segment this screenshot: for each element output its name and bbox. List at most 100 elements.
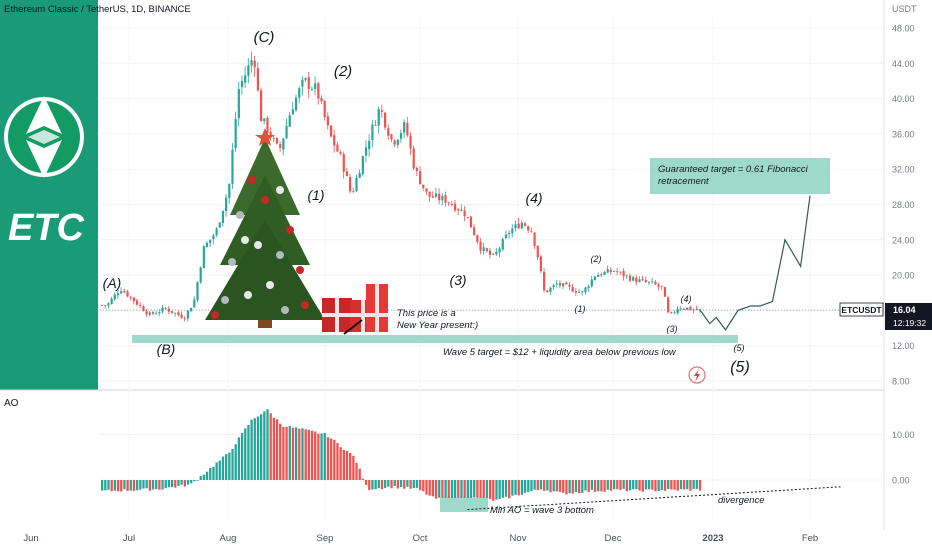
ao-bar <box>142 480 145 489</box>
candle-body <box>393 140 396 145</box>
ao-bar <box>428 480 431 496</box>
ao-bar <box>266 409 269 480</box>
ao-bar <box>161 480 164 490</box>
ao-bar <box>457 480 460 501</box>
ao-bar <box>177 480 180 486</box>
ao-bar <box>543 480 546 491</box>
logo-text: ETC <box>8 207 85 249</box>
wave-label-s5: (5) <box>734 343 745 353</box>
candle-body <box>333 135 336 146</box>
ao-bar <box>488 480 492 500</box>
ao-bars <box>101 409 702 502</box>
candle-body <box>501 239 504 250</box>
candle-body <box>511 228 514 234</box>
ao-bar <box>317 433 320 480</box>
ao-bar <box>364 480 368 485</box>
ao-panel-label: AO <box>4 398 19 409</box>
x-tick-label: Sep <box>317 533 334 544</box>
ao-bar <box>667 480 670 490</box>
ao-bar <box>593 480 597 492</box>
ao-bar <box>647 480 651 490</box>
candle-body <box>186 310 190 319</box>
candle-body <box>285 125 288 139</box>
candle-body <box>234 118 237 149</box>
ao-bar <box>625 480 628 492</box>
y-tick-label: 44.00 <box>892 59 915 69</box>
wave-label-w5: (5) <box>730 359 750 376</box>
candle-body <box>244 75 247 83</box>
logo-panel <box>0 0 98 390</box>
ao-bar <box>355 462 358 480</box>
candle-body <box>660 285 663 287</box>
ao-bar <box>698 480 702 491</box>
target-annotation-text: Guaranteed target = 0.61 Fibonacci retrac… <box>658 164 809 187</box>
candle-body <box>453 203 457 211</box>
ao-bar <box>145 480 148 489</box>
ao-bar <box>368 480 371 491</box>
ao-bar <box>221 456 225 480</box>
ao-bar <box>466 480 469 501</box>
ao-bar <box>431 480 435 497</box>
ao-bar <box>352 455 355 480</box>
ao-bar <box>565 480 568 495</box>
candle-body <box>574 291 578 293</box>
candle-body <box>158 312 161 313</box>
y-tick-label: 20.00 <box>892 271 915 281</box>
ao-bar <box>285 426 288 480</box>
candle-body <box>508 232 511 235</box>
ao-bar <box>225 454 228 480</box>
candle-body <box>120 291 123 294</box>
candle-body <box>148 312 151 315</box>
ao-bar <box>234 444 237 480</box>
candle-body <box>692 309 695 311</box>
candle-body <box>139 304 142 306</box>
ao-bar <box>180 480 183 485</box>
ao-bar <box>453 480 457 499</box>
candle-body <box>199 267 202 283</box>
ao-bar <box>438 480 441 498</box>
candle-body <box>129 296 132 298</box>
candle-body <box>237 88 240 119</box>
ao-bar <box>632 480 635 490</box>
candle-body <box>473 227 476 236</box>
candle-body <box>593 276 597 280</box>
candle-body <box>247 65 250 76</box>
candle-body <box>686 307 689 310</box>
chart-title: Ethereum Classic / TetherUS, 1D, BINANCE <box>4 4 191 15</box>
candle-body <box>240 81 244 88</box>
ao-bar <box>380 480 384 490</box>
candle-body <box>384 112 387 128</box>
candle-body <box>355 177 358 192</box>
candle-body <box>558 283 562 286</box>
ao-bar <box>361 478 365 480</box>
candle-body <box>597 275 600 277</box>
ao-bar <box>508 480 511 499</box>
candle-body <box>218 222 221 228</box>
ao-bar <box>606 480 609 490</box>
ao-bar <box>441 480 444 500</box>
ao-bar <box>101 480 104 491</box>
candle-body <box>482 247 485 251</box>
candle-body <box>326 116 329 126</box>
candle-body <box>320 98 323 102</box>
ao-bar <box>244 428 247 480</box>
min-ao-annotation: Min AO = wave 3 bottom <box>490 505 594 516</box>
ao-bar <box>196 480 199 481</box>
ao-bar <box>651 480 654 490</box>
ao-bar <box>333 439 336 480</box>
ao-bar <box>584 480 587 491</box>
ao-bar <box>167 480 171 488</box>
candle-body <box>409 135 412 149</box>
candle-body <box>336 144 339 152</box>
candle-body <box>495 251 498 255</box>
ao-bar <box>682 480 686 490</box>
ao-bar <box>212 466 215 480</box>
x-tick-label: Nov <box>510 533 527 544</box>
candle-body <box>695 308 698 310</box>
ao-bar <box>301 428 304 480</box>
candle-body <box>638 279 641 282</box>
candle-body <box>304 78 307 80</box>
ao-bar <box>419 480 422 491</box>
candle-body <box>438 193 441 201</box>
candle-body <box>161 307 164 312</box>
